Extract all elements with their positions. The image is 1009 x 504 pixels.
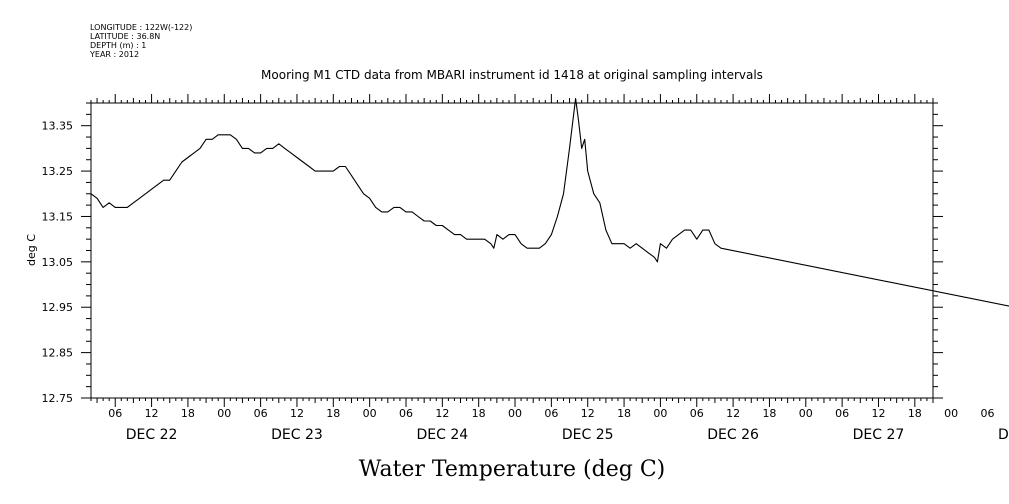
chart-title: Mooring M1 CTD data from MBARI instrumen… <box>261 68 763 82</box>
x-tick-labels: 06 12 18 00 06 12 18 00 06 12 18 00 06 12 18 00 06 12 18 00… <box>108 407 995 420</box>
x-tick-label: 18 <box>472 407 486 420</box>
x-tick-label: 12 <box>726 407 740 420</box>
x-tick-label: 00 <box>653 407 667 420</box>
metadata-latitude: LATITUDE : 36.8N <box>90 32 160 41</box>
x-tick-label: 12 <box>871 407 885 420</box>
y-tick-label: 12.85 <box>42 347 74 360</box>
x-tick-label: 18 <box>908 407 922 420</box>
day-label: DEC 23 <box>271 427 323 443</box>
x-tick-label: 06 <box>981 407 995 420</box>
x-tick-label: 06 <box>690 407 704 420</box>
day-label: DEC 22 <box>126 427 178 443</box>
y-tick-label: 13.25 <box>42 165 74 178</box>
x-tick-label: 06 <box>254 407 268 420</box>
plot-frame <box>90 102 934 399</box>
x-tick-label: 12 <box>145 407 159 420</box>
x-tick-label: 18 <box>181 407 195 420</box>
day-label: DEC 28 <box>998 427 1009 443</box>
x-tick-label: 18 <box>326 407 340 420</box>
y-tick-label: 13.35 <box>42 120 74 133</box>
x-tick-label: 06 <box>399 407 413 420</box>
day-label: DEC 27 <box>853 427 905 443</box>
x-tick-label: 00 <box>508 407 522 420</box>
day-label: DEC 24 <box>417 427 469 443</box>
metadata-year: YEAR : 2012 <box>89 50 139 59</box>
x-tick-label: 12 <box>581 407 595 420</box>
temperature-series-line <box>90 97 1009 307</box>
x-tick-label: 06 <box>108 407 122 420</box>
y-tick-label: 13.15 <box>42 210 74 223</box>
x-tick-label: 06 <box>544 407 558 420</box>
x-tick-label: 00 <box>363 407 377 420</box>
axis-ticks <box>81 94 943 407</box>
y-tick-labels: 13.35 13.25 13.15 13.05 12.95 12.85 12.75 <box>42 120 74 405</box>
y-tick-label: 12.95 <box>42 301 74 314</box>
x-tick-label: 00 <box>217 407 231 420</box>
metadata-longitude: LONGITUDE : 122W(-122) <box>90 23 192 32</box>
x-tick-label: 06 <box>835 407 849 420</box>
series-layer <box>90 97 1009 307</box>
y-tick-label: 12.75 <box>42 392 74 405</box>
metadata-depth: DEPTH (m) : 1 <box>90 41 146 50</box>
day-label: DEC 26 <box>707 427 759 443</box>
day-labels: DEC 22 DEC 23 DEC 24 DEC 25 DEC 26 DEC 27 DEC … <box>126 427 1009 443</box>
day-label: DEC 25 <box>562 427 614 443</box>
x-tick-label: 18 <box>762 407 776 420</box>
y-axis-label: deg C <box>25 234 38 266</box>
x-tick-label: 18 <box>617 407 631 420</box>
x-tick-label: 12 <box>435 407 449 420</box>
x-tick-label: 00 <box>944 407 958 420</box>
y-tick-label: 13.05 <box>42 256 74 269</box>
x-tick-label: 12 <box>290 407 304 420</box>
x-axis-title: Water Temperature (deg C) <box>359 457 666 482</box>
x-tick-label: 00 <box>799 407 813 420</box>
